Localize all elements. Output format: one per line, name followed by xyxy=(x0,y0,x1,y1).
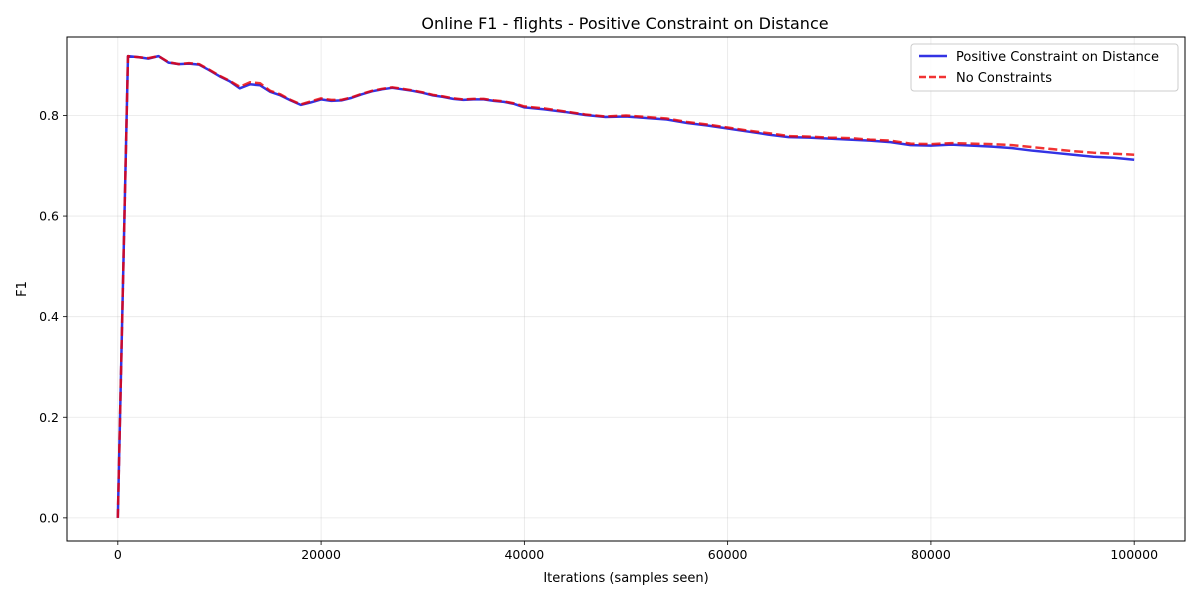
y-axis-label: F1 xyxy=(15,281,30,297)
x-axis-label: Iterations (samples seen) xyxy=(543,571,708,586)
x-tick-label: 80000 xyxy=(911,547,951,562)
plot-frame xyxy=(66,36,1186,542)
x-tick-label: 60000 xyxy=(708,547,748,562)
x-tick-label: 40000 xyxy=(504,547,544,562)
series-line-no-constraints xyxy=(116,54,1135,518)
x-tick-label: 20000 xyxy=(301,547,341,562)
legend-label-positive-constraint: Positive Constraint on Distance xyxy=(956,50,1159,65)
x-tick-label: 0 xyxy=(114,547,122,562)
legend-box xyxy=(910,43,1179,92)
tick-layer: 0 20000 40000 60000 80000 100000 0.0 0.2 0.4 0.6 0… xyxy=(39,108,1158,562)
series-layer xyxy=(116,54,1135,518)
y-tick-label: 0.8 xyxy=(39,108,59,123)
y-tick-label: 0.0 xyxy=(39,510,59,525)
x-tick-label: 100000 xyxy=(1110,547,1158,562)
y-tick-label: 0.4 xyxy=(39,309,59,324)
chart-title: Online F1 - flights - Positive Constrain… xyxy=(421,14,828,33)
legend: Positive Constraint on Distance No Const… xyxy=(910,43,1179,92)
y-tick-label: 0.2 xyxy=(39,410,59,425)
y-tick-label: 0.6 xyxy=(39,209,59,224)
legend-label-no-constraints: No Constraints xyxy=(956,71,1052,86)
